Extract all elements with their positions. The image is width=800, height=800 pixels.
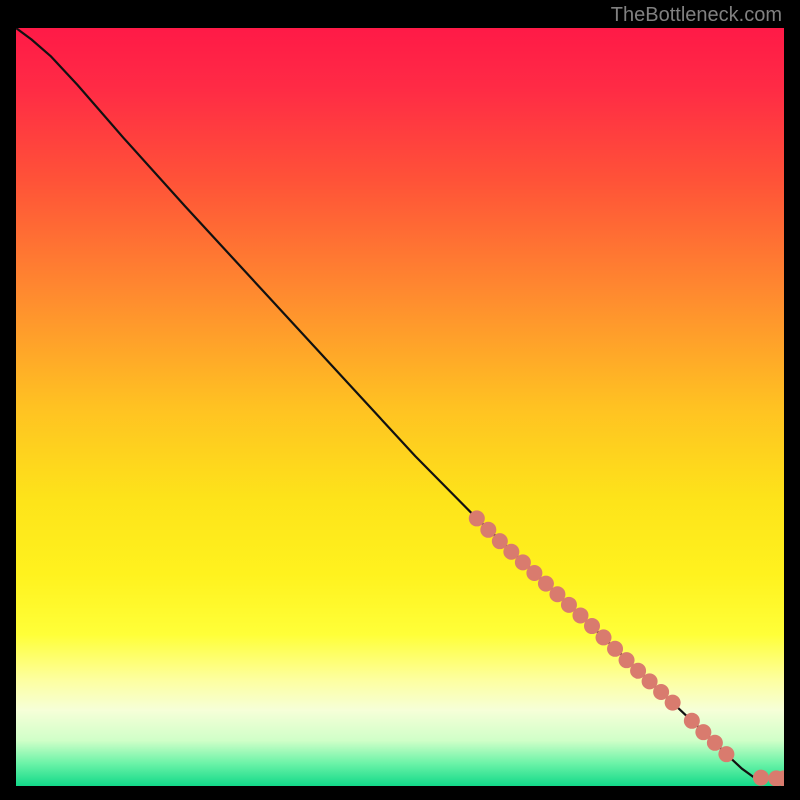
- watermark-text: TheBottleneck.com: [611, 4, 782, 27]
- figure-container: TheBottleneck.com: [0, 0, 800, 800]
- scatter-point: [469, 510, 485, 526]
- scatter-point: [584, 618, 600, 634]
- scatter-point: [607, 641, 623, 657]
- scatter-point: [596, 629, 612, 645]
- scatter-point: [753, 770, 769, 786]
- plot-svg: [16, 28, 784, 786]
- scatter-point: [718, 746, 734, 762]
- scatter-point: [665, 695, 681, 711]
- scatter-point: [480, 522, 496, 538]
- gradient-background: [16, 28, 784, 786]
- scatter-point: [684, 713, 700, 729]
- scatter-point: [707, 735, 723, 751]
- plot-area: [16, 28, 784, 786]
